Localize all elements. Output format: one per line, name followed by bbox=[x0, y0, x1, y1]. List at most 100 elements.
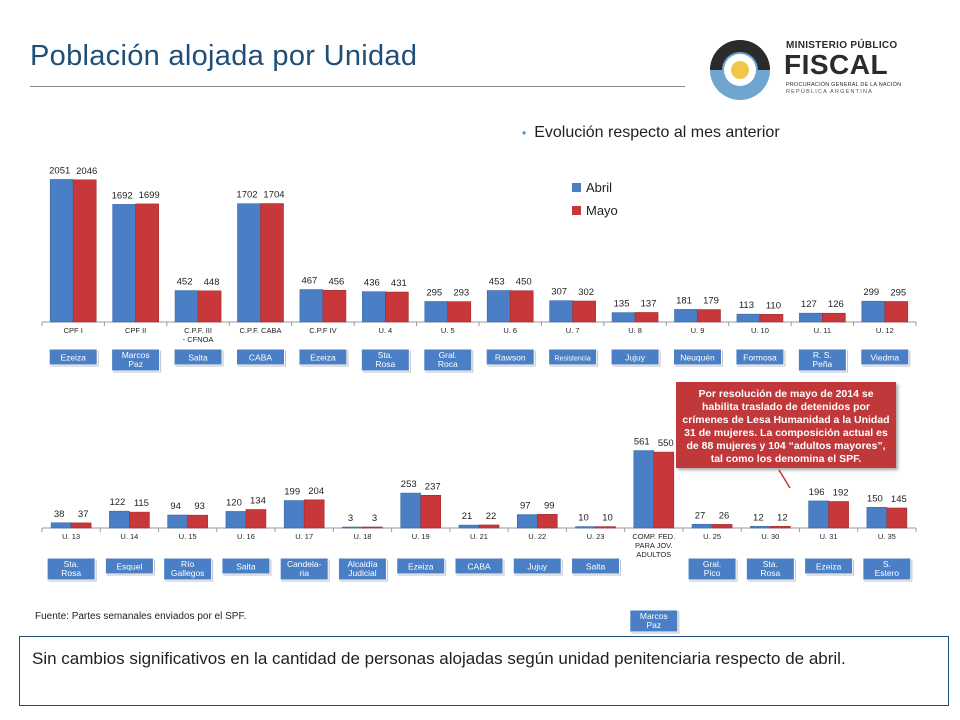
bar-mayo bbox=[770, 526, 791, 529]
data-label-abril: 436 bbox=[364, 278, 380, 289]
location-badge-label: Salta bbox=[188, 353, 208, 363]
x-tick-label: U. 15 bbox=[179, 532, 197, 541]
bar-abril bbox=[799, 312, 823, 323]
bar-mayo bbox=[572, 300, 596, 323]
bar-abril bbox=[112, 204, 136, 323]
data-label-abril: 2051 bbox=[49, 165, 70, 176]
x-tick-label: COMP. FED. bbox=[632, 532, 675, 541]
bar-abril bbox=[633, 450, 655, 529]
location-badge bbox=[860, 348, 910, 366]
bar-mayo bbox=[886, 507, 908, 529]
data-label-abril: 467 bbox=[301, 276, 317, 287]
data-label-abril: 1692 bbox=[112, 190, 133, 201]
location-badge bbox=[236, 348, 285, 366]
bar-abril bbox=[516, 514, 538, 529]
x-tick-label: U. 18 bbox=[353, 532, 371, 541]
bar-mayo bbox=[129, 511, 150, 529]
location-badge-label: Formosa bbox=[743, 353, 777, 363]
location-badge-label: Sta. bbox=[378, 350, 393, 360]
x-tick-label: U. 11 bbox=[814, 326, 831, 335]
data-label-abril: 3 bbox=[348, 513, 353, 524]
bar-mayo bbox=[828, 501, 849, 529]
data-label-mayo: 204 bbox=[308, 486, 324, 497]
location-badge bbox=[548, 348, 598, 366]
data-label-abril: 122 bbox=[109, 497, 125, 508]
data-label-mayo: 293 bbox=[453, 288, 469, 299]
x-tick-label: C.P.F. III bbox=[184, 326, 212, 335]
bar-abril bbox=[575, 526, 596, 529]
bar-mayo bbox=[595, 526, 616, 529]
title-divider bbox=[30, 86, 685, 87]
bar-mayo bbox=[478, 524, 500, 529]
location-badge-label: Paz bbox=[646, 620, 661, 630]
bar-mayo bbox=[135, 203, 159, 323]
data-label-abril: 181 bbox=[676, 295, 692, 306]
data-label-mayo: 295 bbox=[890, 287, 906, 298]
x-tick-label: U. 9 bbox=[691, 326, 705, 335]
bar-mayo bbox=[245, 509, 267, 529]
data-label-mayo: 12 bbox=[777, 512, 788, 523]
location-badge-label: Jujuy bbox=[625, 353, 646, 363]
location-badge bbox=[610, 348, 660, 366]
location-badge bbox=[804, 557, 854, 575]
location-badge bbox=[111, 348, 161, 372]
location-badge bbox=[173, 348, 223, 366]
location-badge-label: Marcos bbox=[640, 611, 668, 621]
bar-mayo bbox=[420, 494, 442, 529]
x-tick-label: U. 4 bbox=[378, 326, 392, 335]
data-label-abril: 21 bbox=[462, 511, 473, 522]
x-tick-label: U. 16 bbox=[237, 532, 255, 541]
location-badge bbox=[279, 557, 329, 581]
location-badge bbox=[163, 557, 213, 581]
logo-line-1: MINISTERIO PÚBLICO bbox=[786, 40, 898, 51]
data-label-abril: 38 bbox=[54, 509, 65, 520]
location-badge-label: Río bbox=[181, 559, 195, 569]
location-badge-label: Ezeiza bbox=[310, 353, 336, 363]
bar-abril bbox=[50, 522, 72, 529]
bar-abril bbox=[736, 313, 761, 323]
data-label-mayo: 1704 bbox=[263, 190, 284, 201]
data-label-mayo: 237 bbox=[425, 481, 441, 492]
legend-label-mayo: Mayo bbox=[586, 203, 618, 218]
location-badge bbox=[221, 557, 271, 575]
location-badge bbox=[485, 348, 535, 366]
x-tick-label: U. 17 bbox=[295, 532, 313, 541]
data-label-mayo: 37 bbox=[78, 509, 89, 520]
data-label-mayo: 450 bbox=[516, 277, 532, 288]
x-tick-label: U. 14 bbox=[120, 532, 138, 541]
location-badge-label: Salta bbox=[586, 562, 606, 572]
location-badge-label: Rawson bbox=[495, 353, 526, 363]
location-badge-label: Esquel bbox=[116, 562, 142, 572]
location-badge bbox=[48, 348, 98, 366]
chart-legend: Abril Mayo bbox=[572, 180, 618, 218]
bar-abril bbox=[400, 492, 422, 529]
bar-abril bbox=[808, 500, 829, 529]
location-badge-label: Rosa bbox=[760, 568, 780, 578]
logo-line-4: REPÚBLICA ARGENTINA bbox=[786, 89, 873, 95]
bar-mayo bbox=[536, 514, 558, 529]
data-label-mayo: 26 bbox=[719, 510, 730, 521]
location-badge bbox=[298, 348, 348, 366]
legend-swatch-abril bbox=[572, 183, 581, 192]
bar-abril bbox=[691, 523, 713, 529]
data-label-abril: 452 bbox=[177, 277, 193, 288]
x-tick-label: - CFNOA bbox=[183, 335, 214, 344]
logo-line-3: PROCURACIÓN GENERAL DE LA NACIÓN bbox=[786, 82, 902, 88]
bar-abril bbox=[342, 526, 363, 529]
data-label-mayo: 2046 bbox=[76, 166, 97, 177]
summary-box: Sin cambios significativos en la cantida… bbox=[19, 636, 949, 706]
x-tick-label: C.P.F. CABA bbox=[240, 326, 282, 335]
location-badge bbox=[862, 557, 912, 581]
data-label-abril: 1702 bbox=[236, 190, 257, 201]
bar-mayo bbox=[884, 301, 909, 323]
bar-mayo bbox=[634, 312, 659, 323]
bar-abril bbox=[861, 300, 886, 323]
location-badge bbox=[104, 557, 154, 575]
x-tick-label: U. 35 bbox=[878, 532, 896, 541]
data-label-abril: 196 bbox=[809, 487, 825, 498]
data-label-mayo: 431 bbox=[391, 278, 407, 289]
bullet-text: Evolución respecto al mes anterior bbox=[534, 124, 780, 141]
bar-mayo bbox=[509, 290, 534, 323]
location-badge-label: Ezeiza bbox=[816, 562, 842, 572]
data-label-abril: 453 bbox=[489, 277, 505, 288]
